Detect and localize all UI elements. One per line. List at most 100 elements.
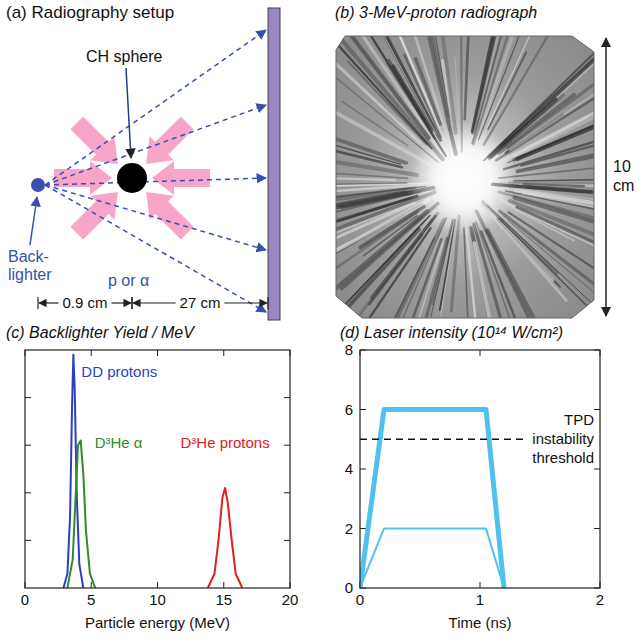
radiograph-streak [499,95,574,153]
radiograph-streak [426,238,448,320]
pointer [126,68,131,158]
laser-beam [146,117,193,164]
x-tick-label: 10 [149,591,166,608]
panel-title: (b) 3-MeV-proton radiograph [335,4,537,21]
y-tick-label: 2 [345,520,353,537]
chart-panel: (c) Backlighter Yield / MeV05101520Parti… [6,324,298,631]
backlighter [31,178,45,192]
particle-path [45,185,266,250]
x-tick-label: 5 [87,591,95,608]
laser-beam [71,117,118,164]
radiograph-streak [330,27,442,160]
detector [268,8,280,320]
series-label: DD protons [81,363,157,380]
y-tick [360,528,366,529]
radiograph-streak [495,81,643,165]
sphere-label: CH sphere [86,48,163,65]
series-line [360,410,504,589]
radiograph-streak [285,131,401,165]
x-tick [157,350,158,356]
scale-label: 10 cm [613,158,634,194]
backlighter-label: Back- [8,248,49,265]
scale-label-line: cm [613,177,634,194]
y-tick [284,445,290,446]
x-axis-title: Time (ns) [449,614,512,631]
radiograph-streak [489,37,618,157]
radiograph-streak [335,228,430,368]
scale-label-line: 10 [613,158,631,175]
y-tick-label: 8 [345,341,353,358]
y-tick-label: 6 [345,401,353,418]
y-tick [594,409,600,410]
figure: (a) Radiography setupCH sphereBack-light… [0,0,643,638]
particle-path [45,30,266,185]
plot-frame [360,350,600,588]
radiograph-streak [433,0,455,133]
distance-label: 0.9 cm [62,294,107,311]
y-tick-label: 0 [345,579,353,596]
panel-a: (a) Radiography setupCH sphereBack-light… [6,3,280,320]
scale-arrow [605,38,607,316]
plot-frame [25,350,290,588]
x-tick-label: 0 [356,591,364,608]
y-tick [284,397,290,398]
x-tick-label: 20 [282,591,299,608]
x-tick-label: 1 [476,591,484,608]
radiograph-streak [251,202,413,268]
radiograph-streak [343,229,418,312]
radiograph-streak [508,220,631,323]
chart-title: (c) Backlighter Yield / MeV [6,324,195,341]
radiograph-streak [291,177,395,180]
radiograph-streak [332,39,431,149]
x-tick [223,582,224,588]
radiograph-streak [510,68,634,150]
ch-sphere [117,163,147,193]
annotation-text: TPD [564,411,594,428]
radiograph-streak [508,111,630,162]
radiograph-streak [315,183,407,185]
y-tick-label: 4 [345,460,353,477]
y-tick [25,540,31,541]
distance-label: 27 cm [180,294,221,311]
background [0,0,643,638]
radiograph-streak [474,243,492,330]
x-tick [223,350,224,356]
radiograph-streak [401,218,446,322]
radiograph-streak [304,157,417,175]
radiograph-streak [294,212,417,296]
radiograph-streak [523,193,643,217]
particle-label: p or α [108,272,149,289]
series-line [67,440,95,588]
dimension-tick [267,297,268,309]
series-label: D³He α [95,434,143,451]
radiograph-center [407,127,517,237]
annotation-text: instability [532,430,594,447]
dimension-line [39,302,58,303]
radiograph-streak [277,197,411,237]
x-tick [480,582,481,588]
x-tick-label: 0 [21,591,29,608]
panel-title: (a) Radiography setup [6,3,174,22]
radiograph-streak [484,0,571,145]
dimension-tick [131,297,132,309]
y-tick [284,492,290,493]
pointer [30,197,37,245]
radiograph-streak [296,28,424,147]
particle-path [45,185,266,312]
particle-path [45,105,266,185]
series-label: D³He protons [180,434,269,451]
radiograph-streak [517,207,643,275]
y-tick [25,445,31,446]
x-tick [91,582,92,588]
x-tick [480,350,481,356]
radiograph-streak [474,0,526,145]
radiograph-image [251,0,643,399]
x-axis-title: Particle energy (MeV) [85,614,230,631]
series-line [360,529,504,589]
radiograph-streak [499,116,589,163]
x-tick [157,582,158,588]
x-tick [91,350,92,356]
radiograph-streak [465,22,469,119]
radiograph-streak [510,201,643,258]
y-tick [25,397,31,398]
